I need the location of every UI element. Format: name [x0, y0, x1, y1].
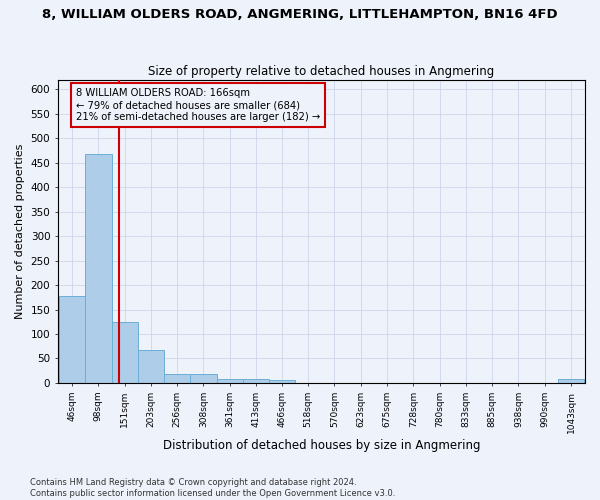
X-axis label: Distribution of detached houses by size in Angmering: Distribution of detached houses by size …: [163, 440, 480, 452]
Text: 8, WILLIAM OLDERS ROAD, ANGMERING, LITTLEHAMPTON, BN16 4FD: 8, WILLIAM OLDERS ROAD, ANGMERING, LITTL…: [42, 8, 558, 20]
Text: Contains HM Land Registry data © Crown copyright and database right 2024.
Contai: Contains HM Land Registry data © Crown c…: [30, 478, 395, 498]
Bar: [164, 374, 190, 383]
Text: 8 WILLIAM OLDERS ROAD: 166sqm
← 79% of detached houses are smaller (684)
21% of : 8 WILLIAM OLDERS ROAD: 166sqm ← 79% of d…: [76, 88, 320, 122]
Title: Size of property relative to detached houses in Angmering: Size of property relative to detached ho…: [148, 66, 494, 78]
Bar: [137, 350, 164, 383]
Y-axis label: Number of detached properties: Number of detached properties: [15, 144, 25, 319]
Bar: [558, 380, 584, 383]
Bar: [217, 378, 242, 383]
Bar: [190, 374, 217, 383]
Bar: [112, 322, 137, 383]
Bar: [85, 154, 112, 383]
Bar: [59, 296, 85, 383]
Bar: [242, 380, 269, 383]
Bar: [269, 380, 295, 383]
